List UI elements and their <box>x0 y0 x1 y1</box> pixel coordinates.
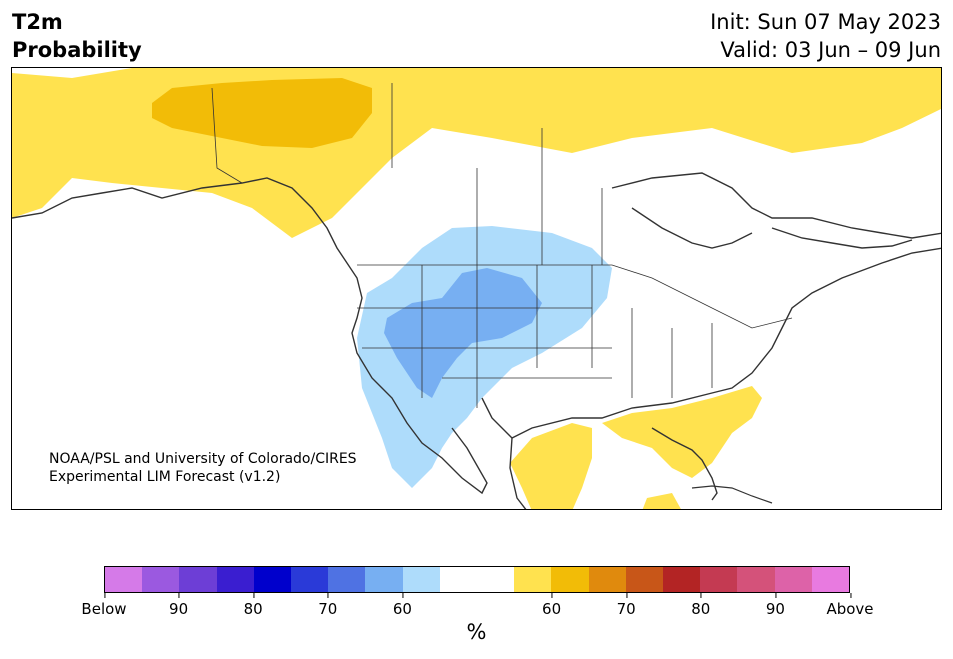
colorbar-tick-label: 80 <box>691 593 710 618</box>
colorbar-segment <box>811 567 850 592</box>
colorbar-segment <box>328 567 366 592</box>
colorbar-segment <box>774 567 812 592</box>
colorbar-segment <box>439 567 478 592</box>
init-date: Init: Sun 07 May 2023 <box>710 10 941 34</box>
colorbar-segment <box>402 567 440 592</box>
colorbar-ticks: Below 90 80 70 60 60 70 80 90 Above <box>81 593 874 623</box>
political-boundaries <box>211 83 793 408</box>
colorbar-tick-label: 70 <box>318 593 337 618</box>
colorbar-segment <box>588 567 626 592</box>
colorbar-segment <box>216 567 254 592</box>
colorbar-segment <box>105 567 143 592</box>
colorbar-segment <box>737 567 775 592</box>
title-line-2: Probability <box>12 38 142 62</box>
region-southeast-above-2 <box>642 493 681 509</box>
forecast-dates: Init: Sun 07 May 2023 Valid: 03 Jun – 09… <box>710 8 941 64</box>
colorbar-segment <box>514 567 552 592</box>
probability-colorbar <box>104 566 850 593</box>
colorbar-tick-label: 90 <box>766 593 785 618</box>
colorbar-tick-label: Above <box>826 593 874 618</box>
colorbar-tick-label: 60 <box>393 593 412 618</box>
colorbar-tick-label: 80 <box>244 593 263 618</box>
valid-range: Valid: 03 Jun – 09 Jun <box>720 38 941 62</box>
colorbar-segment <box>551 567 589 592</box>
colorbar-segment <box>179 567 217 592</box>
colorbar-segment <box>477 567 515 592</box>
region-yukon-above <box>152 78 372 148</box>
cuba <box>691 485 773 504</box>
map-svg <box>12 68 941 509</box>
map-title: T2m Probability <box>12 8 142 64</box>
region-great-basin-below <box>384 268 542 398</box>
colorbar-tick-label: 90 <box>169 593 188 618</box>
credit-line-1: NOAA/PSL and University of Colorado/CIRE… <box>49 451 357 467</box>
colorbar-tick-label: 60 <box>542 593 561 618</box>
colorbar-segment <box>625 567 664 592</box>
colorbar-segment <box>142 567 180 592</box>
colorbar-segment <box>700 567 738 592</box>
colorbar-tick-label: Below <box>81 593 127 618</box>
credit-line-2: Experimental LIM Forecast (v1.2) <box>49 469 281 485</box>
colorbar-tick-label: 70 <box>617 593 636 618</box>
colorbar-segment <box>291 567 329 592</box>
colorbar-segment <box>253 567 292 592</box>
forecast-credit: NOAA/PSL and University of Colorado/CIRE… <box>49 450 357 486</box>
title-line-1: T2m <box>12 10 63 34</box>
colorbar-segment <box>365 567 403 592</box>
coastlines <box>12 172 941 509</box>
region-southeast-above <box>602 386 762 478</box>
map-panel <box>11 67 942 510</box>
colorbar-segment <box>663 567 701 592</box>
colorbar-unit: % <box>466 620 487 644</box>
region-west-below <box>357 226 612 488</box>
region-mexico-above <box>510 423 592 509</box>
